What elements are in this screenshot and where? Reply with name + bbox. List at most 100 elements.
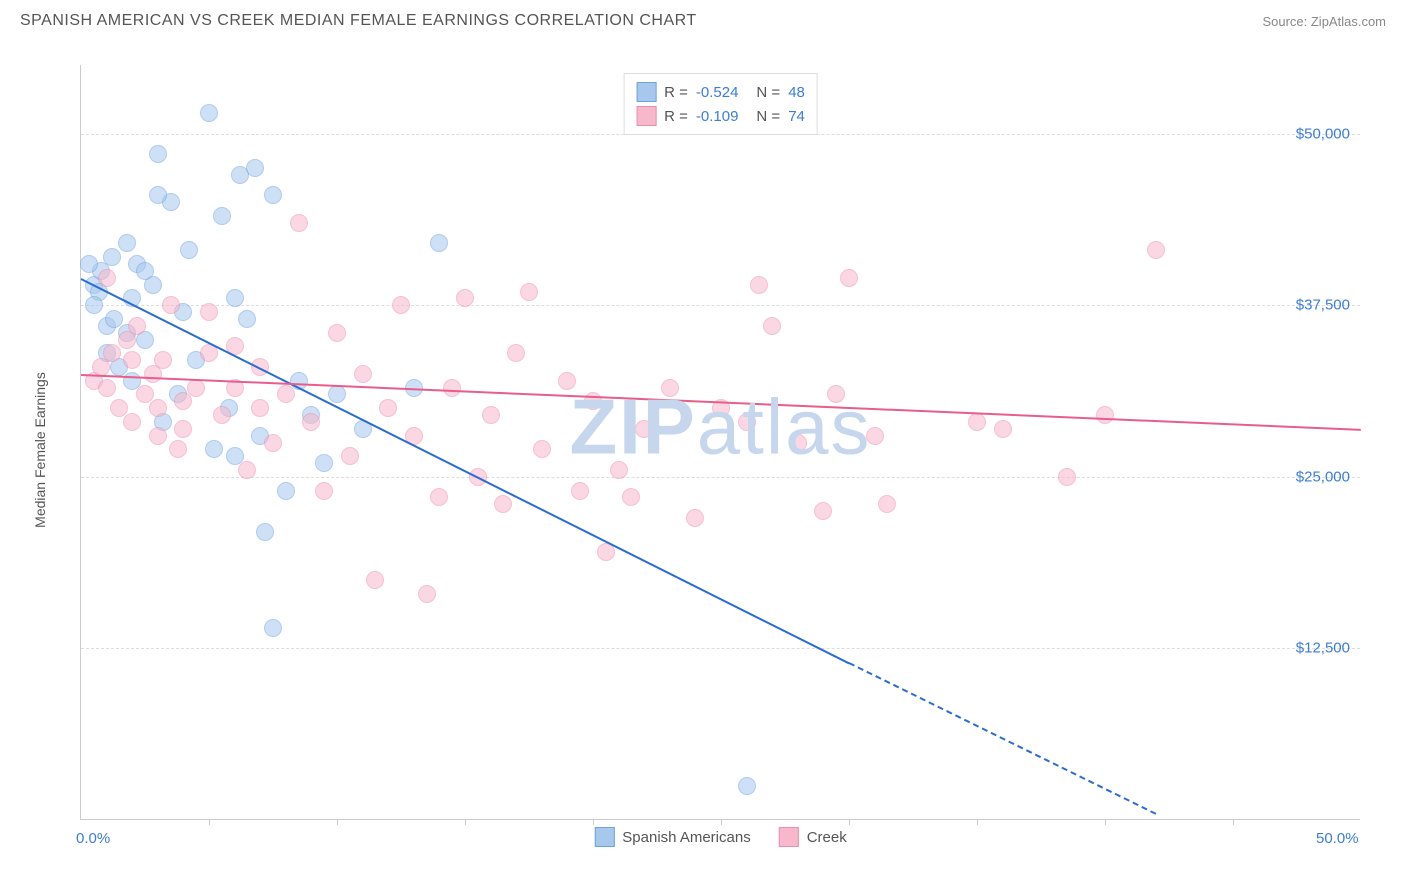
source-attribution: Source: ZipAtlas.com xyxy=(1262,14,1386,29)
data-point xyxy=(635,420,653,438)
legend-swatch xyxy=(636,82,656,102)
legend-swatch xyxy=(594,827,614,847)
data-point xyxy=(315,454,333,472)
legend-n-label: N = xyxy=(756,84,780,101)
data-point xyxy=(149,399,167,417)
data-point xyxy=(558,372,576,390)
legend-label: Creek xyxy=(807,829,847,846)
data-point xyxy=(763,317,781,335)
legend-item: Creek xyxy=(779,827,847,847)
data-point xyxy=(328,385,346,403)
correlation-legend: R =-0.524N =48R =-0.109N =74 xyxy=(623,73,818,135)
x-tick xyxy=(849,819,850,825)
data-point xyxy=(277,385,295,403)
data-point xyxy=(264,434,282,452)
y-tick-label: $37,500 xyxy=(1296,297,1350,314)
data-point xyxy=(610,461,628,479)
data-point xyxy=(994,420,1012,438)
data-point xyxy=(187,379,205,397)
legend-label: Spanish Americans xyxy=(622,829,750,846)
data-point xyxy=(205,440,223,458)
data-point xyxy=(968,413,986,431)
data-point xyxy=(123,413,141,431)
data-point xyxy=(103,344,121,362)
data-point xyxy=(290,214,308,232)
data-point xyxy=(661,379,679,397)
data-point xyxy=(80,255,98,273)
data-point xyxy=(213,406,231,424)
data-point xyxy=(430,488,448,506)
x-tick-label: 0.0% xyxy=(76,830,110,847)
data-point xyxy=(136,262,154,280)
data-point xyxy=(256,523,274,541)
data-point xyxy=(149,186,167,204)
data-point xyxy=(456,289,474,307)
data-point xyxy=(174,420,192,438)
data-point xyxy=(302,413,320,431)
plot-area: ZIPatlas R =-0.524N =48R =-0.109N =74 Sp… xyxy=(80,65,1360,820)
data-point xyxy=(507,344,525,362)
data-point xyxy=(443,379,461,397)
y-tick-label: $12,500 xyxy=(1296,640,1350,657)
data-point xyxy=(379,399,397,417)
legend-n-label: N = xyxy=(756,108,780,125)
data-point xyxy=(162,296,180,314)
x-tick xyxy=(209,819,210,825)
chart-container: Median Female Earnings ZIPatlas R =-0.52… xyxy=(50,55,1390,845)
data-point xyxy=(418,585,436,603)
legend-r-label: R = xyxy=(664,84,688,101)
data-point xyxy=(264,186,282,204)
data-point xyxy=(840,269,858,287)
legend-swatch xyxy=(636,106,656,126)
data-point xyxy=(200,303,218,321)
legend-row: R =-0.109N =74 xyxy=(636,104,805,128)
legend-n-value: 74 xyxy=(788,108,805,125)
data-point xyxy=(200,104,218,122)
data-point xyxy=(149,145,167,163)
x-tick xyxy=(593,819,594,825)
data-point xyxy=(315,482,333,500)
data-point xyxy=(622,488,640,506)
legend-swatch xyxy=(779,827,799,847)
y-tick-label: $50,000 xyxy=(1296,125,1350,142)
trend-line xyxy=(81,278,850,664)
data-point xyxy=(251,399,269,417)
data-point xyxy=(750,276,768,294)
data-point xyxy=(738,413,756,431)
legend-r-value: -0.524 xyxy=(696,84,739,101)
data-point xyxy=(154,351,172,369)
data-point xyxy=(354,365,372,383)
data-point xyxy=(103,248,121,266)
x-tick xyxy=(337,819,338,825)
data-point xyxy=(878,495,896,513)
data-point xyxy=(341,447,359,465)
data-point xyxy=(238,461,256,479)
data-point xyxy=(738,777,756,795)
gridline xyxy=(81,305,1360,306)
data-point xyxy=(246,159,264,177)
data-point xyxy=(98,379,116,397)
data-point xyxy=(213,207,231,225)
x-tick xyxy=(1233,819,1234,825)
gridline xyxy=(81,477,1360,478)
x-tick xyxy=(721,819,722,825)
data-point xyxy=(264,619,282,637)
data-point xyxy=(180,241,198,259)
data-point xyxy=(1096,406,1114,424)
legend-item: Spanish Americans xyxy=(594,827,750,847)
data-point xyxy=(85,296,103,314)
data-point xyxy=(277,482,295,500)
data-point xyxy=(571,482,589,500)
data-point xyxy=(118,234,136,252)
data-point xyxy=(789,434,807,452)
data-point xyxy=(169,440,187,458)
data-point xyxy=(98,269,116,287)
legend-row: R =-0.524N =48 xyxy=(636,80,805,104)
data-point xyxy=(1147,241,1165,259)
data-point xyxy=(814,502,832,520)
data-point xyxy=(494,495,512,513)
data-point xyxy=(482,406,500,424)
data-point xyxy=(392,296,410,314)
data-point xyxy=(430,234,448,252)
x-tick xyxy=(977,819,978,825)
